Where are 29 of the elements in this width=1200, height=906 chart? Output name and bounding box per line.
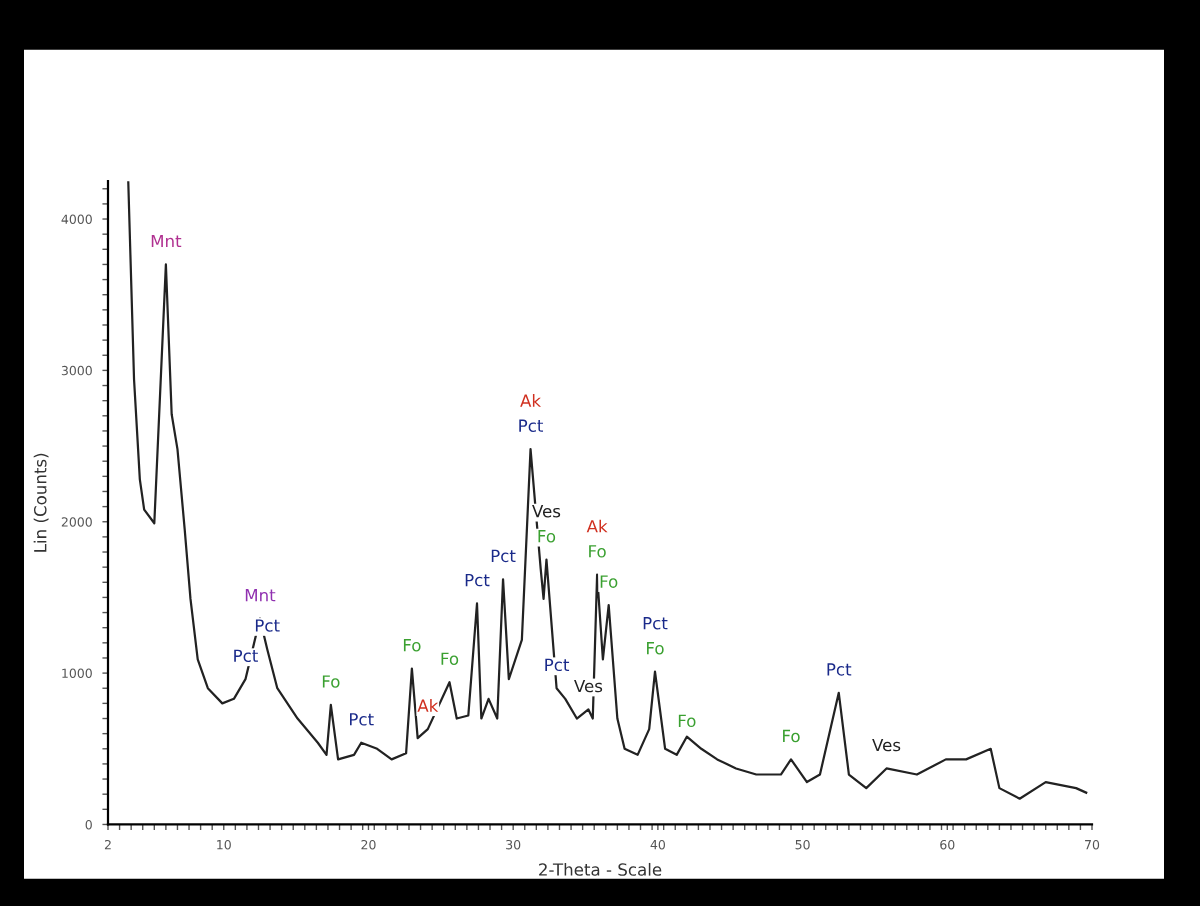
annotation: Pct — [350, 713, 374, 726]
annotation: Ves — [574, 679, 603, 693]
annotation: Pct — [827, 663, 852, 676]
annotation: Fo — [441, 652, 459, 666]
annotation: Pct — [491, 549, 516, 563]
annotation: Ak — [586, 519, 608, 533]
annotation: Fo — [403, 639, 421, 652]
annotation: Fo — [322, 675, 340, 688]
y-axis-title: Lin (Counts) — [33, 453, 49, 552]
annotation: Ves — [872, 738, 901, 752]
annotation: Ves — [532, 505, 561, 518]
annotation: Ak — [520, 394, 542, 407]
annotation: Pct — [234, 649, 258, 663]
annotation: Mnt — [245, 589, 276, 602]
annotation: Pct — [545, 658, 570, 672]
x-axis-title: 2-Theta - Scale — [539, 862, 662, 876]
annotation: Fo — [783, 729, 800, 743]
annotation: Ak — [417, 699, 439, 712]
annotation: Fo — [538, 530, 556, 543]
annotation: Pct — [519, 419, 544, 432]
annotation: Fo — [647, 642, 664, 655]
annotation: Pct — [255, 619, 280, 632]
annotation: Fo — [678, 714, 696, 728]
annotation: Pct — [643, 617, 668, 630]
annotation: Fo — [600, 575, 618, 588]
annotation: Mnt — [151, 234, 182, 248]
line-series — [127, 181, 1088, 800]
annotation: Pct — [465, 573, 490, 587]
annotation: Fo — [589, 545, 606, 558]
